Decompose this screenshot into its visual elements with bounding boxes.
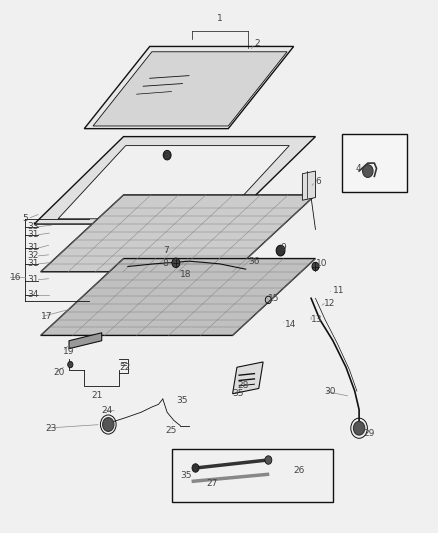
Polygon shape <box>69 333 102 349</box>
Text: 3: 3 <box>162 151 168 160</box>
Text: 26: 26 <box>293 466 304 475</box>
Text: 31: 31 <box>27 275 39 284</box>
Polygon shape <box>302 171 315 200</box>
Text: 8: 8 <box>162 260 168 268</box>
Text: 32: 32 <box>27 252 39 261</box>
Text: 15: 15 <box>267 294 278 303</box>
Text: 30: 30 <box>323 386 335 395</box>
Text: 31: 31 <box>27 260 39 268</box>
Circle shape <box>353 421 364 435</box>
Text: 16: 16 <box>10 272 21 281</box>
Text: 4: 4 <box>355 164 360 173</box>
Circle shape <box>102 418 114 431</box>
Text: 1: 1 <box>216 14 222 22</box>
FancyBboxPatch shape <box>171 449 332 503</box>
Text: 17: 17 <box>41 312 52 321</box>
Text: 11: 11 <box>332 286 344 295</box>
Text: 12: 12 <box>323 299 335 308</box>
Text: 24: 24 <box>102 406 113 415</box>
Polygon shape <box>41 259 315 335</box>
Text: 6: 6 <box>315 177 321 186</box>
Circle shape <box>172 258 180 268</box>
Text: 10: 10 <box>315 260 326 268</box>
Circle shape <box>264 456 271 464</box>
Circle shape <box>362 165 372 177</box>
Circle shape <box>191 464 198 472</box>
Text: 9: 9 <box>280 244 286 253</box>
Polygon shape <box>34 136 315 224</box>
Text: 33: 33 <box>27 222 39 231</box>
Text: 28: 28 <box>237 381 248 390</box>
Circle shape <box>163 150 171 160</box>
Circle shape <box>311 262 318 271</box>
Text: 36: 36 <box>247 257 259 265</box>
Polygon shape <box>58 146 289 219</box>
Text: 5: 5 <box>22 214 28 223</box>
Text: 25: 25 <box>166 425 177 434</box>
Text: 35: 35 <box>180 471 191 480</box>
Text: 13: 13 <box>311 315 322 324</box>
Circle shape <box>276 245 284 256</box>
Text: 2: 2 <box>254 39 259 49</box>
Text: 14: 14 <box>284 320 296 329</box>
Text: 20: 20 <box>53 368 65 377</box>
Text: 31: 31 <box>27 244 39 253</box>
Text: 21: 21 <box>92 391 103 400</box>
Text: 31: 31 <box>27 230 39 239</box>
Polygon shape <box>232 362 262 394</box>
Text: 7: 7 <box>162 246 168 255</box>
Text: 22: 22 <box>119 363 130 372</box>
Text: 18: 18 <box>180 270 191 279</box>
FancyBboxPatch shape <box>341 134 406 192</box>
Polygon shape <box>84 46 293 128</box>
Text: 19: 19 <box>62 347 74 356</box>
Text: 34: 34 <box>27 290 39 299</box>
Polygon shape <box>93 52 286 126</box>
Text: 35: 35 <box>176 395 187 405</box>
Text: 35: 35 <box>232 389 244 398</box>
Text: 27: 27 <box>206 479 217 488</box>
Text: 23: 23 <box>45 424 56 433</box>
Circle shape <box>67 361 73 368</box>
Text: 29: 29 <box>363 429 374 438</box>
Polygon shape <box>41 195 315 272</box>
